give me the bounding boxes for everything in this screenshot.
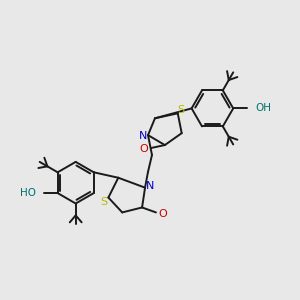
Text: N: N xyxy=(139,131,147,141)
Text: OH: OH xyxy=(255,103,271,113)
Text: S: S xyxy=(177,105,184,116)
Text: N: N xyxy=(146,181,154,191)
Text: HO: HO xyxy=(20,188,36,198)
Text: O: O xyxy=(158,209,167,219)
Text: O: O xyxy=(140,144,148,154)
Text: S: S xyxy=(100,196,107,206)
